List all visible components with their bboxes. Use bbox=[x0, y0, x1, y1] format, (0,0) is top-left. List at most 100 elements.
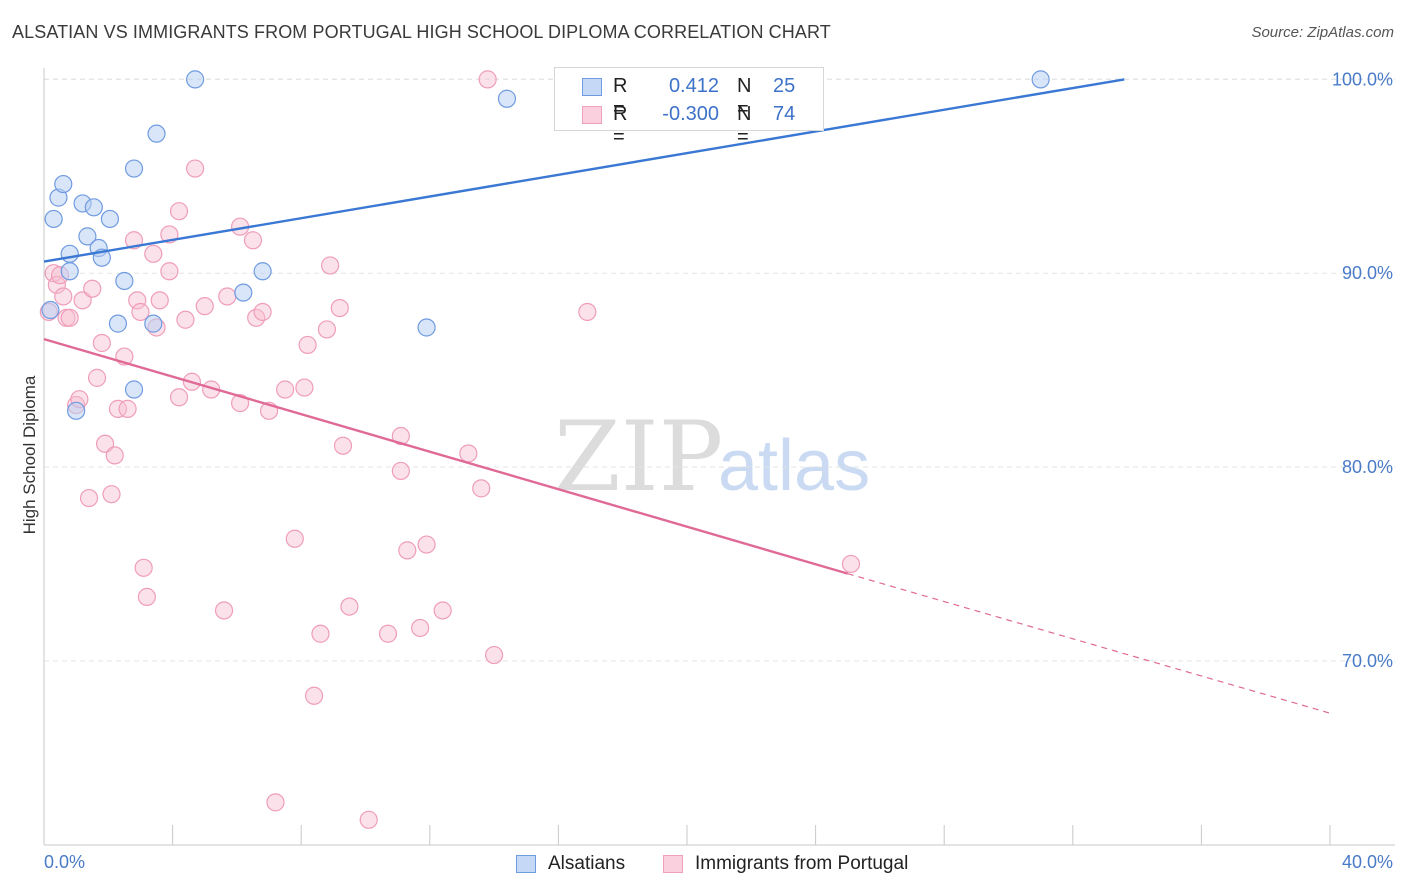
portugal-point bbox=[298, 335, 317, 355]
legend-label: Immigrants from Portugal bbox=[695, 853, 909, 874]
alsatian-point bbox=[67, 401, 86, 420]
x-tick-label-max: 40.0% bbox=[1342, 852, 1393, 872]
alsatian-point bbox=[78, 227, 97, 246]
portugal-point bbox=[54, 287, 73, 306]
portugal-point bbox=[285, 529, 304, 548]
portugal-point bbox=[195, 297, 214, 316]
portugal-point bbox=[411, 618, 430, 638]
portugal-point bbox=[118, 399, 137, 418]
alsatian-point bbox=[124, 380, 144, 399]
alsatian-point bbox=[147, 124, 166, 143]
portugal-point bbox=[214, 601, 234, 620]
alsatian-point bbox=[234, 283, 253, 302]
alsatians-trend-line bbox=[43, 78, 1125, 263]
alsatian-point bbox=[100, 209, 120, 229]
trend-lines bbox=[43, 78, 1331, 714]
portugal-point bbox=[459, 444, 478, 463]
portugal-point bbox=[330, 298, 349, 318]
portugal-point bbox=[87, 368, 107, 387]
portugal-point bbox=[102, 485, 121, 504]
portugal-trend-line bbox=[43, 337, 849, 575]
r-value: 0.412 bbox=[668, 75, 719, 97]
axes bbox=[43, 68, 1395, 846]
series-legend: Alsatians Immigrants from Portugal bbox=[0, 852, 1406, 878]
alsatian-point bbox=[41, 300, 60, 320]
alsatian-point bbox=[186, 70, 205, 89]
alsatian-point bbox=[497, 89, 517, 108]
source-credit: Source: ZipAtlas.com bbox=[1251, 24, 1394, 41]
r-value: -0.300 bbox=[662, 103, 719, 125]
alsatian-point bbox=[84, 198, 103, 217]
portugal-point bbox=[391, 426, 410, 446]
portugal-point bbox=[134, 558, 153, 577]
portugal-point bbox=[485, 645, 504, 665]
y-tick-label: 80.0% bbox=[1342, 457, 1393, 477]
portugal-point bbox=[176, 310, 195, 329]
y-axis-label: High School Diploma bbox=[20, 375, 39, 534]
y-tick-label: 90.0% bbox=[1342, 263, 1393, 283]
portugal-point bbox=[47, 275, 66, 294]
portugal-point bbox=[150, 291, 169, 310]
watermark-atlas: atlas bbox=[718, 426, 870, 506]
alsatian-point bbox=[60, 244, 79, 263]
alsatian-point bbox=[60, 262, 79, 281]
portugal-point bbox=[578, 302, 597, 322]
r-label: R = bbox=[613, 75, 628, 120]
portugal-point bbox=[144, 244, 163, 263]
portugal-point bbox=[186, 159, 205, 178]
alsatian-points bbox=[41, 70, 1050, 420]
portugal-point bbox=[295, 378, 314, 397]
alsatian-point bbox=[115, 271, 134, 291]
portugal-swatch bbox=[663, 855, 683, 873]
alsatian-point bbox=[108, 314, 128, 333]
portugal-point bbox=[105, 446, 124, 465]
alsatian-point bbox=[44, 209, 63, 229]
alsatian-point bbox=[417, 318, 436, 337]
portugal-point bbox=[478, 70, 497, 89]
portugal-swatch bbox=[582, 106, 602, 124]
portugal-point bbox=[472, 479, 491, 498]
portugal-point bbox=[169, 202, 189, 221]
n-label: N = bbox=[737, 103, 752, 148]
alsatian-point bbox=[54, 174, 73, 194]
grid-lines bbox=[44, 78, 1395, 662]
alsatians-swatch bbox=[582, 78, 602, 96]
portugal-point bbox=[79, 488, 99, 508]
portugal-point bbox=[378, 624, 398, 643]
portugal-point bbox=[333, 436, 353, 455]
portugal-point bbox=[83, 279, 102, 298]
portugal-point bbox=[340, 597, 359, 616]
portugal-point bbox=[304, 686, 324, 705]
portugal-point bbox=[433, 601, 452, 620]
alsatian-point bbox=[253, 262, 272, 281]
portugal-point bbox=[398, 541, 417, 560]
portugal-point bbox=[841, 554, 861, 574]
alsatian-point bbox=[1031, 70, 1050, 89]
correlation-legend: R = 0.412 N = 25 R = -0.300 N = 74 bbox=[554, 67, 824, 148]
portugal-point bbox=[160, 262, 179, 281]
alsatian-point bbox=[124, 159, 144, 178]
portugal-point bbox=[317, 320, 337, 339]
portugal-point bbox=[137, 587, 156, 607]
portugal-point bbox=[95, 434, 115, 453]
portugal-point bbox=[243, 231, 263, 250]
portugal-point bbox=[253, 302, 272, 322]
portugal-point bbox=[169, 388, 189, 407]
portugal-point bbox=[311, 624, 330, 643]
portugal-point bbox=[391, 461, 410, 481]
portugal-point bbox=[321, 256, 340, 275]
y-tick-label: 100.0% bbox=[1332, 69, 1393, 89]
portugal-point bbox=[108, 399, 128, 418]
alsatian-point bbox=[144, 314, 163, 333]
n-value: 25 bbox=[773, 75, 796, 97]
watermark: ZIP atlas bbox=[554, 401, 870, 513]
tick-labels: 70.0% 80.0% 90.0% 100.0% 0.0% 40.0% bbox=[44, 69, 1393, 872]
portugal-point bbox=[218, 287, 237, 306]
chart-title: ALSATIAN VS IMMIGRANTS FROM PORTUGAL HIG… bbox=[12, 22, 831, 42]
portugal-point bbox=[417, 535, 436, 554]
alsatians-swatch bbox=[516, 855, 536, 873]
portugal-point bbox=[359, 810, 378, 829]
portugal-point bbox=[73, 291, 92, 310]
portugal-trend-extension bbox=[847, 573, 1331, 714]
